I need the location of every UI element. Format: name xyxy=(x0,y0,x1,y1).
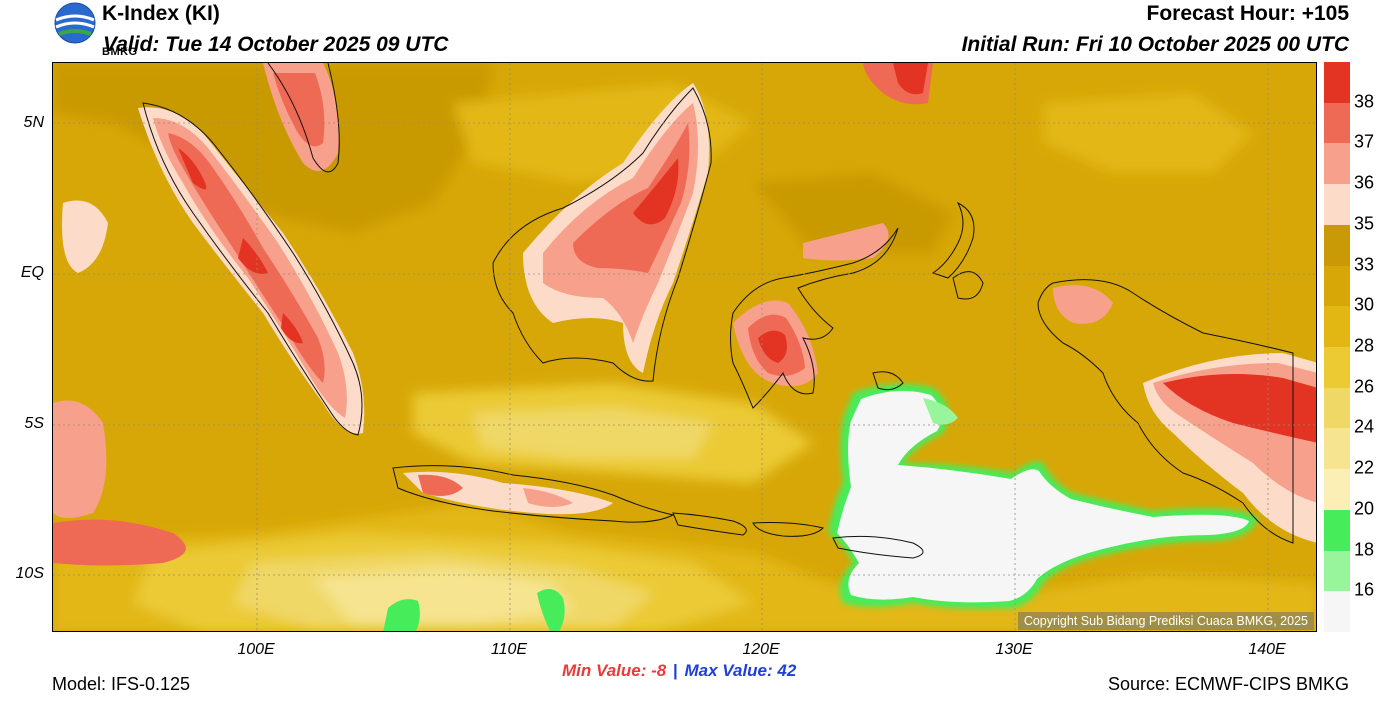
forecast-hour: Forecast Hour: +105 xyxy=(1146,2,1350,25)
green-patches xyxy=(383,589,565,631)
colorbar-segment xyxy=(1324,143,1350,185)
colorbar-segment xyxy=(1324,62,1350,104)
colorbar-label: 38 xyxy=(1354,91,1375,112)
min-max-values: Min Value: -8 | Max Value: 42 xyxy=(562,661,796,681)
min-value: -8 xyxy=(651,661,667,680)
colorbar-label: 26 xyxy=(1354,376,1375,397)
colorbar-segment xyxy=(1324,306,1350,348)
lat-tick-10s: 10S xyxy=(15,565,44,582)
colorbar-label: 16 xyxy=(1354,579,1375,600)
initial-run: Initial Run: Fri 10 October 2025 00 UTC xyxy=(961,33,1349,56)
lat-tick-5s: 5S xyxy=(24,415,44,432)
lon-tick-130e: 130E xyxy=(995,641,1033,658)
colorbar xyxy=(1324,62,1350,633)
separator: | xyxy=(672,661,678,680)
lon-tick-110e: 110E xyxy=(490,641,528,658)
globe-icon xyxy=(54,2,96,44)
max-value-label: Max Value: xyxy=(684,661,773,680)
map-canvas xyxy=(53,63,1316,631)
colorbar-segment xyxy=(1324,102,1350,144)
lon-tick-120e: 120E xyxy=(742,641,780,658)
lon-tick-100e: 100E xyxy=(237,641,275,658)
lat-tick-5n: 5N xyxy=(23,114,44,131)
bmkg-logo: BMKG xyxy=(50,0,137,62)
colorbar-label: 22 xyxy=(1354,457,1375,478)
colorbar-label: 18 xyxy=(1354,539,1375,560)
colorbar-label: 28 xyxy=(1354,335,1375,356)
colorbar-segment xyxy=(1324,387,1350,429)
colorbar-segment xyxy=(1324,347,1350,389)
colorbar-segment xyxy=(1324,224,1350,267)
coastlines xyxy=(142,63,1294,559)
low-index-region xyxy=(828,384,1258,609)
min-value-label: Min Value: xyxy=(562,661,647,680)
model-label: Model: IFS-0.125 xyxy=(52,674,191,694)
logo-text: BMKG xyxy=(102,46,138,58)
k-index-map[interactable] xyxy=(52,62,1317,632)
colorbar-label: 36 xyxy=(1354,172,1375,193)
colorbar-segment xyxy=(1324,428,1350,470)
colorbar-segment xyxy=(1324,469,1350,511)
colorbar-segment xyxy=(1324,591,1350,633)
colorbar-label: 30 xyxy=(1354,294,1375,315)
colorbar-segment xyxy=(1324,509,1350,552)
colorbar-segment xyxy=(1324,184,1350,226)
colorbar-label: 20 xyxy=(1354,498,1375,519)
graticule xyxy=(53,63,1316,631)
lat-tick-eq: EQ xyxy=(20,264,44,281)
lon-tick-140e: 140E xyxy=(1248,641,1286,658)
copyright-notice: Copyright Sub Bidang Prediksi Cuaca BMKG… xyxy=(1017,612,1314,630)
valid-time: Valid: Tue 14 October 2025 09 UTC xyxy=(103,33,449,56)
colorbar-label: 35 xyxy=(1354,213,1375,234)
colorbar-label: 37 xyxy=(1354,131,1375,152)
colorbar-segment xyxy=(1324,550,1350,592)
colorbar-label: 33 xyxy=(1354,254,1375,275)
map-title: K-Index (KI) xyxy=(102,2,220,25)
colorbar-segment xyxy=(1324,265,1350,307)
max-value: 42 xyxy=(777,661,797,680)
colorbar-label: 24 xyxy=(1354,416,1375,437)
source-label: Source: ECMWF-CIPS BMKG xyxy=(1107,674,1349,694)
high-index-regions xyxy=(53,63,1316,566)
